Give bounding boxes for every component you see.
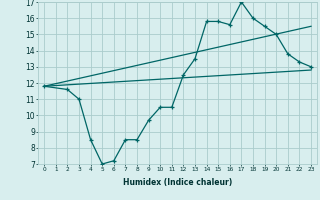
X-axis label: Humidex (Indice chaleur): Humidex (Indice chaleur) [123,178,232,187]
